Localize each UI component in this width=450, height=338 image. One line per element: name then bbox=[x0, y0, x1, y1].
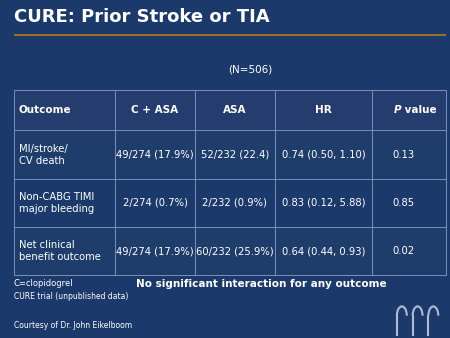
Text: 2/232 (0.9%): 2/232 (0.9%) bbox=[202, 198, 267, 208]
Text: MI/stroke/
CV death: MI/stroke/ CV death bbox=[19, 144, 68, 166]
Text: 0.02: 0.02 bbox=[392, 246, 414, 256]
Text: value: value bbox=[401, 105, 437, 115]
Text: 52/232 (22.4): 52/232 (22.4) bbox=[201, 150, 269, 160]
Text: ASA: ASA bbox=[223, 105, 247, 115]
Text: 2/274 (0.7%): 2/274 (0.7%) bbox=[122, 198, 187, 208]
Text: HR: HR bbox=[315, 105, 332, 115]
Text: C + ASA: C + ASA bbox=[131, 105, 179, 115]
Text: C=clopidogrel: C=clopidogrel bbox=[14, 279, 73, 288]
Text: Non-CABG TIMI
major bleeding: Non-CABG TIMI major bleeding bbox=[19, 192, 94, 214]
Text: Outcome: Outcome bbox=[19, 105, 71, 115]
Text: 49/274 (17.9%): 49/274 (17.9%) bbox=[116, 246, 194, 256]
Text: CURE: Prior Stroke or TIA: CURE: Prior Stroke or TIA bbox=[14, 8, 269, 26]
Text: No significant interaction for any outcome: No significant interaction for any outco… bbox=[136, 279, 386, 289]
Text: Net clinical
benefit outcome: Net clinical benefit outcome bbox=[19, 240, 100, 262]
Text: 0.85: 0.85 bbox=[392, 198, 414, 208]
Text: (N=506): (N=506) bbox=[228, 64, 272, 74]
Text: 0.74 (0.50, 1.10): 0.74 (0.50, 1.10) bbox=[282, 150, 365, 160]
Text: 0.83 (0.12, 5.88): 0.83 (0.12, 5.88) bbox=[282, 198, 365, 208]
Text: CURE trial (unpublished data): CURE trial (unpublished data) bbox=[14, 292, 128, 301]
Text: 49/274 (17.9%): 49/274 (17.9%) bbox=[116, 150, 194, 160]
Text: 60/232 (25.9%): 60/232 (25.9%) bbox=[196, 246, 274, 256]
Text: 0.64 (0.44, 0.93): 0.64 (0.44, 0.93) bbox=[282, 246, 365, 256]
Text: Courtesy of Dr. John Eikelboom: Courtesy of Dr. John Eikelboom bbox=[14, 320, 131, 330]
Text: P: P bbox=[393, 105, 401, 115]
Text: 0.13: 0.13 bbox=[392, 150, 414, 160]
